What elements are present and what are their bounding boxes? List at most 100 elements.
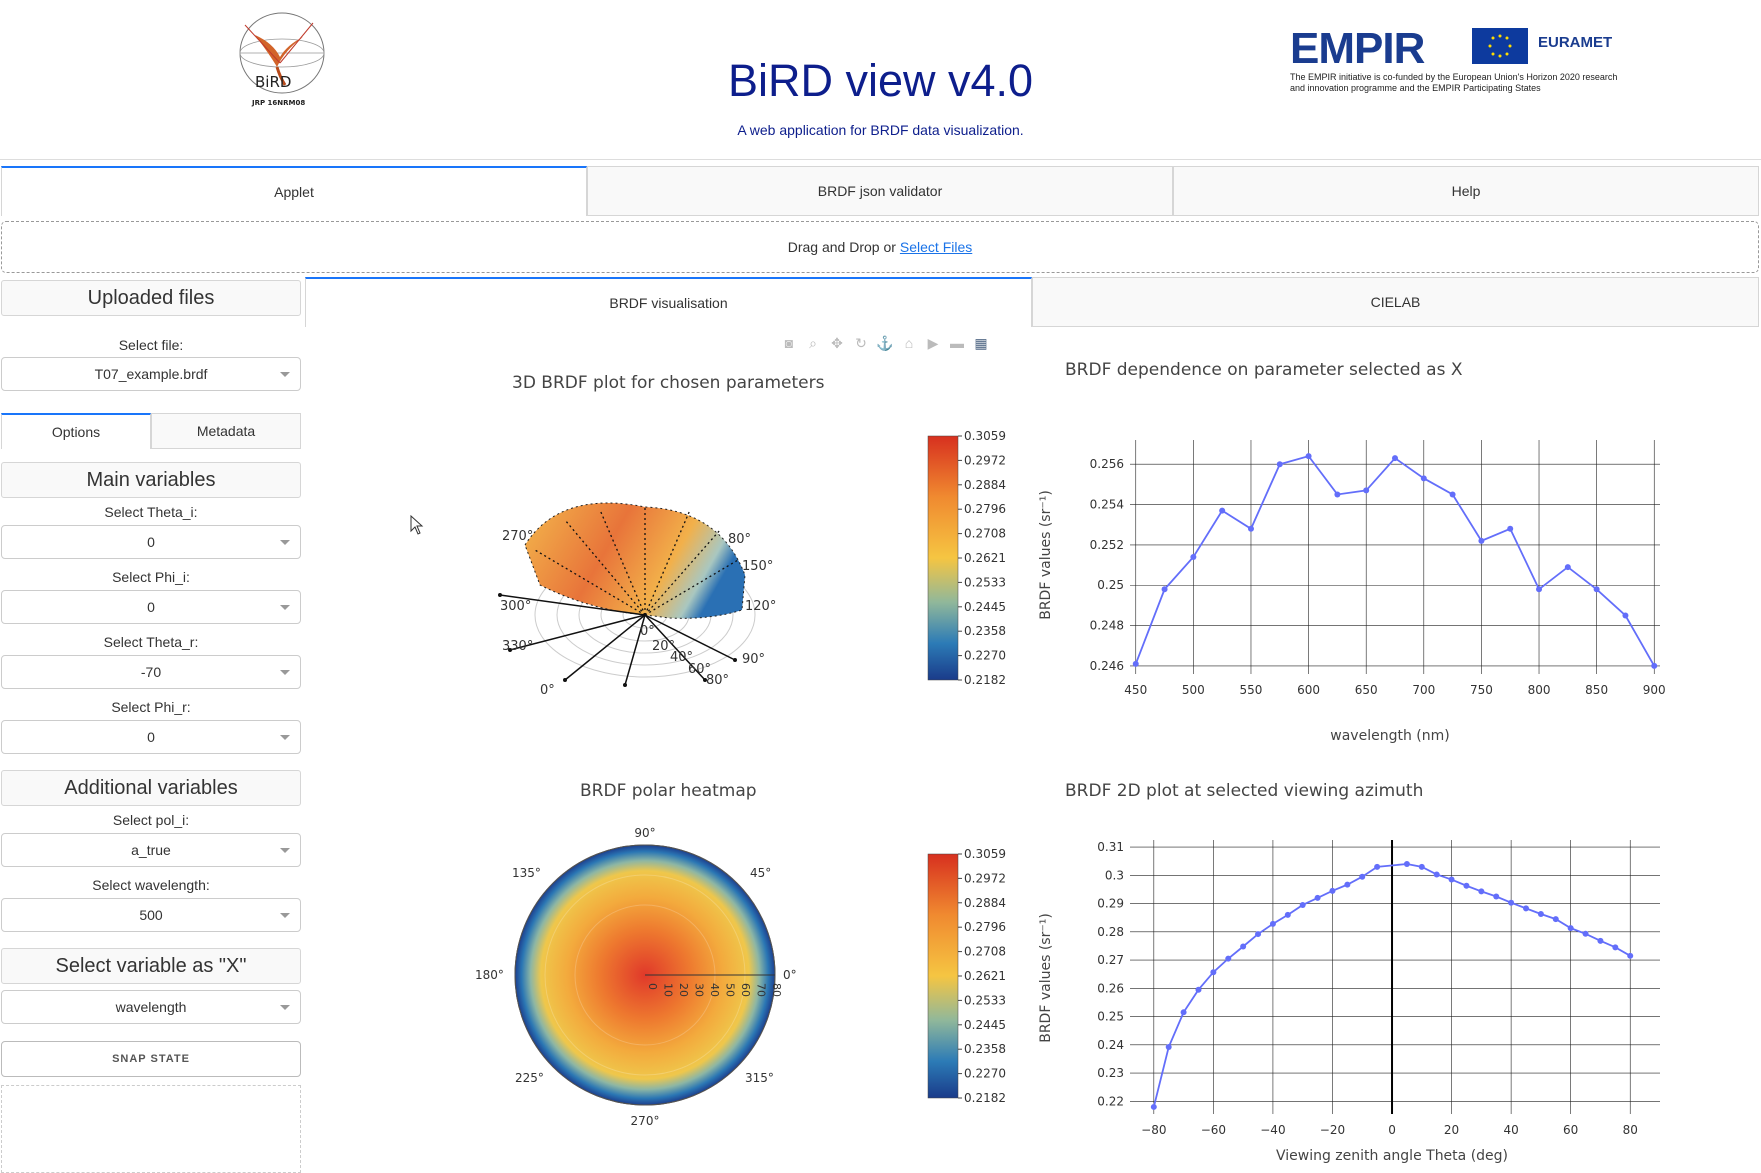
colorbar-tick-label: 0.2884: [964, 478, 1006, 492]
y-tick-label: 0.25: [1097, 578, 1124, 592]
wavelength-dropdown[interactable]: 500: [1, 898, 301, 932]
tab-cielab[interactable]: CIELAB: [1032, 277, 1759, 327]
x-tick-label: 600: [1297, 683, 1320, 697]
viz-tabs: BRDF visualisation CIELAB: [305, 277, 1759, 327]
chart2-plot[interactable]: −80 −60 −40 −20 0 20 40 60 80 0.22 0.23 0.24 0.25 0.2…: [1030, 830, 1680, 1170]
data-point: [1478, 888, 1485, 895]
y-tick-label: 0.22: [1097, 1094, 1124, 1108]
pol-i-dropdown[interactable]: a_true: [1, 833, 301, 867]
svg-text:90°: 90°: [742, 652, 765, 667]
data-point: [1165, 1044, 1172, 1051]
snap-state-button[interactable]: SNAP STATE: [1, 1041, 301, 1077]
theta-i-dropdown[interactable]: 0: [1, 525, 301, 559]
colorbar-tick-label: 0.2182: [964, 1091, 1006, 1105]
theta-r-dropdown[interactable]: -70: [1, 655, 301, 689]
data-point: [1622, 612, 1629, 619]
data-point: [1627, 952, 1634, 959]
camera-view-icon[interactable]: ▶: [927, 334, 939, 351]
data-point: [1536, 586, 1543, 593]
svg-text:0°: 0°: [640, 624, 655, 639]
chevron-down-icon: [280, 372, 290, 377]
file-dropzone[interactable]: Drag and Drop or Select Files: [1, 221, 1759, 273]
plotly-logo-icon[interactable]: ▦: [974, 334, 988, 351]
turntable-icon[interactable]: ⚓: [876, 334, 894, 351]
heatmap-radial-tick: 70: [754, 983, 767, 997]
data-point: [1161, 586, 1168, 593]
y-tick-label: 0.25: [1097, 1010, 1124, 1024]
svg-text:BiRD: BiRD: [255, 73, 291, 91]
tab-applet[interactable]: Applet: [1, 166, 587, 216]
data-point: [1448, 876, 1455, 883]
orbit-icon[interactable]: ↻: [855, 334, 867, 351]
zoom-icon[interactable]: ⌕: [809, 334, 817, 351]
dropzone-text: Drag and Drop or: [787, 239, 896, 255]
x-tick-label: 900: [1643, 683, 1666, 697]
plot3d-surface[interactable]: 270° 300° 330° 0° 150° 120° 90° 80° 0° 2…: [480, 480, 810, 700]
tab-help[interactable]: Help: [1173, 166, 1759, 216]
select-files-link[interactable]: Select Files: [899, 239, 973, 255]
colorbar-tick-label: 0.2358: [964, 624, 1006, 638]
svg-text:150°: 150°: [742, 559, 773, 574]
data-point: [1210, 969, 1217, 976]
y-tick-label: 0.246: [1090, 659, 1124, 673]
y-tick-label: 0.26: [1097, 981, 1124, 995]
x-tick-label: 0: [1388, 1123, 1396, 1137]
colorbar-tick-label: 0.2708: [964, 527, 1006, 541]
svg-text:80°: 80°: [706, 673, 729, 688]
x-variable-dropdown[interactable]: wavelength: [1, 990, 301, 1024]
data-point: [1359, 873, 1366, 880]
phi-r-dropdown[interactable]: 0: [1, 720, 301, 754]
app-subtitle: A web application for BRDF data visualiz…: [737, 122, 1024, 138]
svg-text:40°: 40°: [670, 650, 693, 665]
data-point: [1552, 916, 1559, 923]
colorbar-tick-label: 0.2796: [964, 920, 1006, 934]
colorbar-tick-label: 0.2884: [964, 896, 1006, 910]
colorbar-3d: 0.3059 0.2972 0.2884 0.2796 0.2708 0.2621 0.25…: [927, 429, 1006, 687]
data-point: [1523, 905, 1530, 912]
svg-text:315°: 315°: [745, 1071, 774, 1085]
hover-toggle-icon[interactable]: ▬: [950, 335, 964, 351]
svg-text:330°: 330°: [502, 639, 533, 654]
tab-options[interactable]: Options: [1, 413, 151, 449]
heatmap-radial-tick: 20: [677, 983, 690, 997]
data-point: [1255, 931, 1262, 938]
data-point: [1225, 955, 1232, 962]
tab-metadata[interactable]: Metadata: [151, 413, 301, 449]
svg-text:90°: 90°: [634, 826, 655, 840]
data-point: [1418, 863, 1425, 870]
y-tick-label: 0.27: [1097, 953, 1124, 967]
colorbar-tick-label: 0.2796: [964, 502, 1006, 516]
tab-brdf-visualisation[interactable]: BRDF visualisation: [305, 277, 1032, 327]
svg-text:180°: 180°: [475, 968, 504, 982]
heatmap-radial-tick: 80: [770, 983, 783, 997]
x-tick-label: 60: [1563, 1123, 1578, 1137]
main-tabs: Applet BRDF json validator Help: [1, 166, 1759, 216]
polar-heatmap[interactable]: 90° 45° 0° 315° 270° 225° 180° 135° 0 10 2…: [460, 815, 830, 1145]
camera-icon[interactable]: ◙: [784, 335, 794, 351]
chart1-plot[interactable]: 450 500 550 600 650 700 750 800 850 900 0.246 0.248…: [1030, 420, 1680, 750]
colorbar-tick-label: 0.2445: [964, 1018, 1006, 1032]
chart2-x-label: Viewing zenith angle Theta (deg): [1276, 1148, 1508, 1164]
phi-i-label: Select Phi_i:: [112, 569, 190, 585]
select-file-dropdown[interactable]: T07_example.brdf: [1, 357, 301, 391]
x-tick-label: 500: [1182, 683, 1205, 697]
data-point: [1403, 861, 1410, 868]
x-variable-heading: Select variable as "X": [1, 948, 301, 984]
tab-brdf-json-validator[interactable]: BRDF json validator: [587, 166, 1173, 216]
x-tick-label: −40: [1260, 1123, 1285, 1137]
chevron-down-icon: [280, 848, 290, 853]
x-tick-label: −20: [1320, 1123, 1345, 1137]
heatmap-title: BRDF polar heatmap: [580, 781, 757, 801]
mouse-cursor-icon: [410, 515, 424, 535]
main-variables-heading: Main variables: [1, 462, 301, 498]
svg-text:225°: 225°: [515, 1071, 544, 1085]
colorbar-tick-label: 0.2270: [964, 649, 1006, 663]
pan-icon[interactable]: ✥: [831, 334, 843, 351]
home-icon[interactable]: ⌂: [904, 335, 914, 351]
phi-i-dropdown[interactable]: 0: [1, 590, 301, 624]
data-point: [1299, 901, 1306, 908]
svg-text:0°: 0°: [540, 683, 555, 698]
svg-text:270°: 270°: [502, 529, 533, 544]
chart1-y-label: BRDF values (sr⁻¹): [1038, 490, 1054, 620]
y-tick-label: 0.3: [1105, 868, 1124, 882]
